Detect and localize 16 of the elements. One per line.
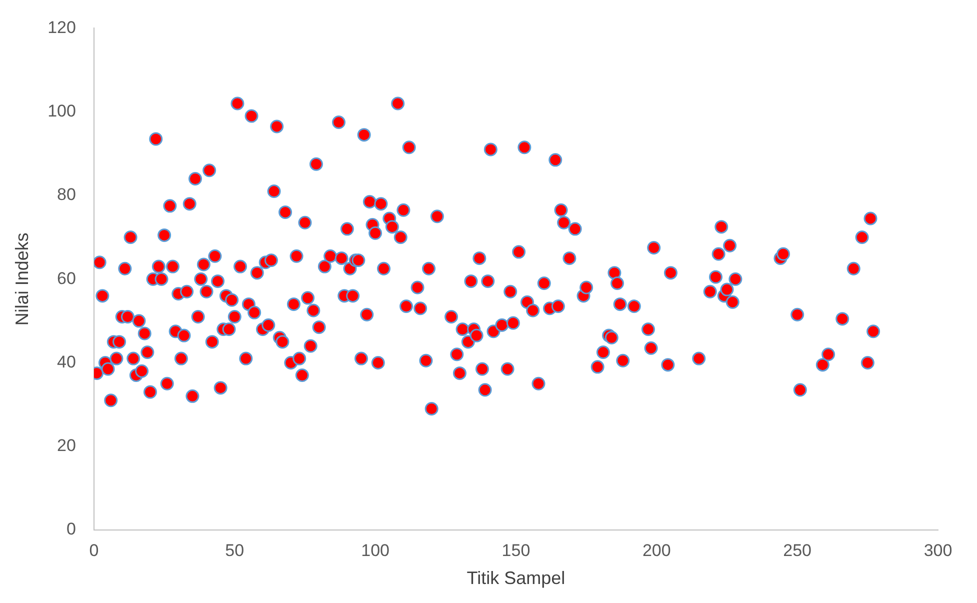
x-tick-label: 300 bbox=[924, 540, 952, 560]
y-tick-label: 60 bbox=[57, 268, 76, 288]
x-tick-label: 250 bbox=[783, 540, 812, 560]
x-axis-title: Titik Sampel bbox=[466, 568, 566, 588]
y-tick-label: 100 bbox=[48, 102, 76, 121]
y-tick-label: 0 bbox=[66, 520, 76, 539]
x-tick-label: 100 bbox=[361, 540, 390, 560]
y-tick-label: 40 bbox=[57, 352, 76, 372]
x-tick-label: 150 bbox=[502, 540, 530, 560]
x-tick-label: 50 bbox=[225, 540, 244, 560]
y-tick-label: 20 bbox=[57, 436, 76, 456]
x-tick-label: 200 bbox=[642, 540, 671, 560]
y-tick-label: 120 bbox=[48, 18, 76, 37]
x-tick-label: 0 bbox=[89, 540, 99, 560]
y-tick-label: 80 bbox=[57, 185, 76, 204]
y-axis-title: Nilai Indeks bbox=[12, 232, 32, 326]
